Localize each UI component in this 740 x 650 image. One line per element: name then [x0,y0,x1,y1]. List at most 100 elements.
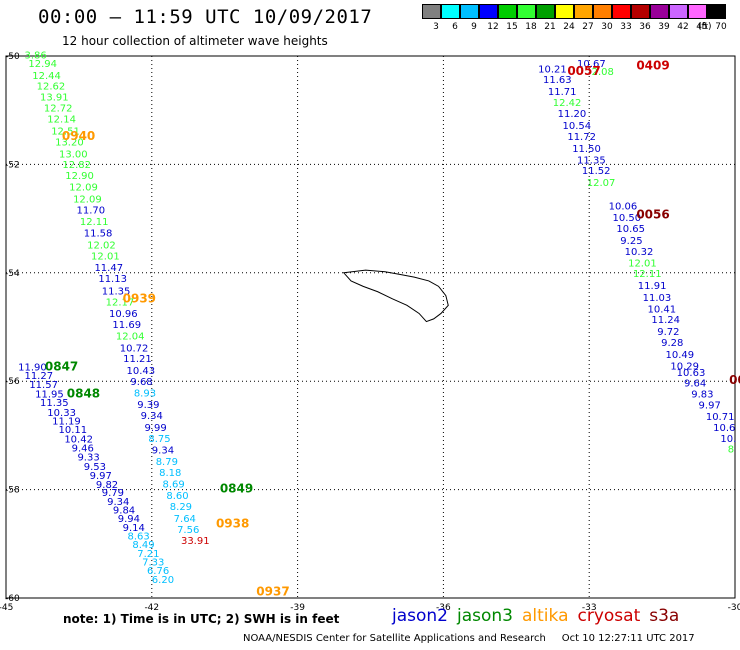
wave-height-value: 12.11 [633,269,662,280]
wave-height-value: 9.34 [107,497,129,508]
wave-height-value: 8.69 [162,479,184,490]
pass-time-label: 0938 [216,517,249,531]
wave-height-value: 10.67 [577,59,606,70]
map-subtitle: 12 hour collection of altimeter wave hei… [62,34,328,48]
wave-height-value: 12.11 [80,217,109,228]
wave-height-value: 10.43 [127,366,156,377]
wave-height-value: 10.54 [562,121,591,132]
map-title: 00:00 – 11:59 UTC 10/09/2017 [38,6,373,28]
wave-height-value: 3.86 [24,51,46,62]
legend-item-altika: altika [522,606,569,626]
color-scale-tick: 42 [677,22,689,32]
wave-height-value: 9.97 [90,471,112,482]
wave-height-value: 12.90 [65,171,94,182]
wave-height-value: 11.90 [18,362,47,373]
wave-height-value: 9.34 [141,411,163,422]
color-swatch [460,4,479,19]
wave-height-value: 11.50 [572,144,601,155]
color-scale-tick: 12 [487,22,499,32]
pass-time-label: 0056 [636,208,669,222]
wave-height-value: 10.42 [64,434,93,445]
wave-height-value: 12.62 [37,82,66,93]
x-tick-label: -30 [728,603,740,613]
color-scale-tick: 70 [715,22,727,32]
color-swatch [688,4,707,19]
wave-height-value: 8 [728,445,734,456]
wave-height-value: 10. [720,434,736,445]
wave-height-value: 11.57 [29,380,58,391]
color-swatch [498,4,517,19]
color-swatch [422,4,441,19]
wave-height-value: 7.64 [174,514,196,525]
wave-height-value: 9.83 [691,389,713,400]
wave-height-value: 13.20 [55,137,84,148]
wave-height-value: 10.06 [609,201,638,212]
x-tick-label: -42 [144,603,159,613]
wave-height-value: 13.00 [59,149,88,160]
wave-height-value: 8.29 [170,502,192,513]
color-swatch [479,4,498,19]
wave-height-value: 10.29 [670,361,699,372]
wave-height-value: 2.08 [592,67,614,78]
wave-height-value: 10.71 [706,412,735,423]
wave-height-value: 9.64 [684,379,706,390]
wave-height-value: 8.60 [166,491,188,502]
wave-height-value: 11.70 [76,206,105,217]
x-tick-label: -36 [436,603,451,613]
legend-item-s3a: s3a [649,606,680,626]
color-scale-tick: 33 [620,22,632,32]
y-tick-label: -56 [5,377,20,387]
color-swatch [707,4,726,19]
wave-height-value: 9.28 [661,338,683,349]
color-scale-tick: 39 [658,22,670,32]
wave-height-value: 12.09 [73,194,102,205]
wave-height-value: 10.11 [58,425,87,436]
color-swatch [517,4,536,19]
wave-height-value: 11.03 [643,293,672,304]
wave-height-value: 11.13 [98,274,127,285]
color-swatch [612,4,631,19]
wave-height-value: 11.72 [567,132,596,143]
wave-height-value: 11.24 [651,315,680,326]
color-swatch [555,4,574,19]
wave-height-value: 10.41 [648,304,677,315]
wave-height-value: 11.69 [112,320,141,331]
wave-height-value: 9.68 [130,377,152,388]
pass-time-label: 0409 [636,59,669,73]
wave-height-value: 10.49 [666,350,695,361]
x-tick-label: -39 [290,603,305,613]
south-georgia-island [342,269,449,323]
pass-time-label: 0848 [67,386,100,400]
wave-height-value: 10.63 [677,368,706,379]
wave-height-value: 6.76 [147,566,169,577]
wave-height-value: 12.17 [106,297,135,308]
wave-height-value: 9.33 [77,452,99,463]
wave-height-value: 12.94 [28,59,57,70]
color-swatch [669,4,688,19]
wave-height-value: 9.97 [699,400,721,411]
wave-height-value: 9.94 [118,514,140,525]
wave-height-value: 9.84 [113,505,135,516]
wave-height-value: 11.35 [40,398,69,409]
wave-height-value: 12.14 [47,115,76,126]
x-tick-label: -33 [582,603,597,613]
wave-height-value: 12.02 [87,240,116,251]
wave-height-value: 11.19 [52,417,81,428]
wave-height-value: 10.65 [616,224,645,235]
wave-height-value: 9.99 [145,423,167,434]
color-scale-tick: 27 [582,22,594,32]
wave-height-value: 13.91 [40,92,69,103]
color-scale-tick: 21 [544,22,556,32]
wave-height-value: 11.35 [577,155,606,166]
pass-time-label: 0057 [567,64,600,78]
footer-credit: NOAA/NESDIS Center for Satellite Applica… [243,633,695,644]
wave-height-value: 12.01 [91,251,120,262]
legend-item-jason2: jason2 [392,606,448,626]
wave-height-value: 9.82 [96,480,118,491]
wave-height-value: 12.51 [51,127,80,138]
wave-height-value: 11.52 [582,166,611,177]
wave-height-value: 11.63 [543,75,572,86]
y-tick-label: -60 [5,594,20,604]
color-scale-tick: 30 [601,22,613,32]
